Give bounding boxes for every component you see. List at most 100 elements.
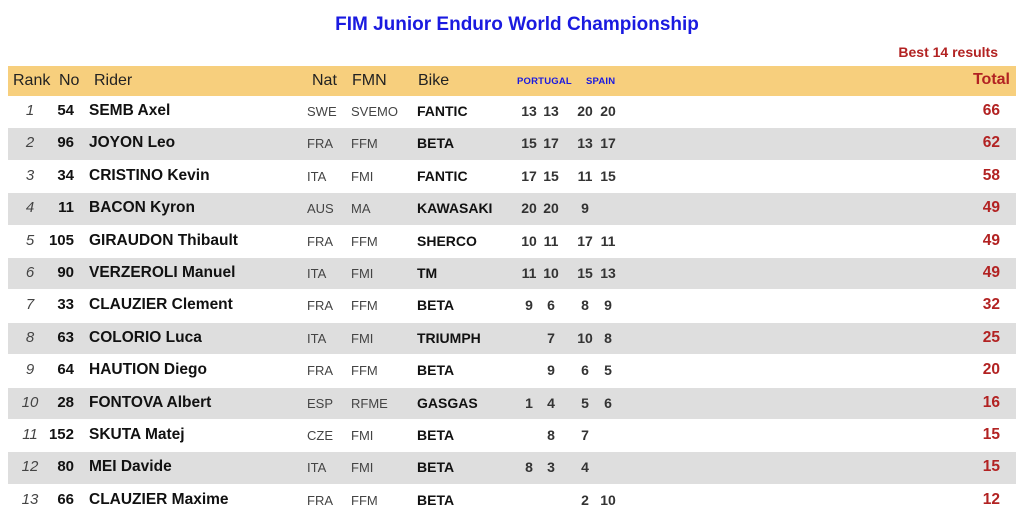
rider-name: SKUTA Matej (89, 425, 185, 443)
federation: RFME (351, 395, 388, 411)
header-fmn: FMN (352, 72, 387, 89)
spain-score-2: 6 (604, 394, 612, 411)
table-row: 7 33 CLAUZIER Clement FRA FFM BETA 9 6 8 9 32 (8, 290, 1016, 323)
rider-name: BACON Kyron (89, 199, 195, 217)
header-event-portugal: PORTUGAL (517, 76, 572, 87)
rider-number: 28 (57, 393, 74, 411)
federation: MA (351, 201, 371, 217)
bike-brand: BETA (417, 135, 455, 152)
nationality: ITA (307, 460, 327, 476)
total-points: 25 (982, 328, 1000, 346)
spain-score-1: 10 (577, 329, 593, 346)
portugal-score-2: 11 (543, 232, 559, 249)
portugal-score-2: 4 (547, 394, 555, 411)
header-nat: Nat (312, 72, 337, 89)
spain-score-1: 15 (577, 264, 593, 281)
spain-score-1: 11 (577, 167, 593, 184)
nationality: CZE (307, 427, 333, 443)
rank: 9 (25, 361, 35, 379)
federation: FMI (351, 168, 374, 184)
bike-brand: GASGAS (417, 394, 478, 411)
nationality: SWE (307, 104, 337, 119)
federation: FFM (351, 233, 378, 249)
portugal-score-2: 8 (547, 426, 555, 443)
rider-name: CRISTINO Kevin (89, 166, 210, 184)
portugal-score-1: 11 (521, 264, 537, 281)
rider-number: 66 (57, 490, 74, 508)
federation: FMI (351, 460, 374, 476)
rider-number: 105 (48, 231, 74, 249)
rank: 2 (25, 134, 35, 152)
standings-table: 1 54 SEMB Axel SWE SVEMO FANTIC 13 13 20 20 66 2 96 J… (8, 96, 1016, 517)
spain-score-1: 5 (581, 394, 589, 411)
portugal-score-1: 17 (521, 167, 537, 184)
rider-name: JOYON Leo (89, 134, 176, 152)
nationality: FRA (307, 136, 333, 152)
spain-score-1: 20 (577, 103, 593, 119)
nationality: FRA (307, 233, 333, 249)
portugal-score-1: 15 (521, 135, 537, 152)
bike-brand: BETA (417, 362, 455, 379)
total-points: 49 (982, 199, 1000, 217)
header-event-spain: SPAIN (586, 76, 616, 87)
total-points: 15 (982, 425, 1000, 443)
bike-brand: FANTIC (417, 103, 468, 119)
rider-name: VERZEROLI Manuel (89, 263, 236, 281)
table-row: 3 34 CRISTINO Kevin ITA FMI FANTIC 17 15 11 15 58 (8, 161, 1016, 194)
rank: 12 (21, 458, 39, 476)
federation: FMI (351, 330, 374, 346)
table-row: 1 54 SEMB Axel SWE SVEMO FANTIC 13 13 20 20 66 (8, 96, 1016, 129)
rider-number: 64 (57, 361, 74, 379)
page-title: FIM Junior Enduro World Championship (335, 14, 699, 35)
spain-score-2: 5 (604, 362, 612, 379)
rider-number: 90 (57, 263, 74, 281)
table-row: 2 96 JOYON Leo FRA FFM BETA 15 17 13 17 62 (8, 128, 1016, 161)
rider-name: GIRAUDON Thibault (89, 231, 238, 249)
rider-number: 34 (57, 166, 74, 184)
table-row: 5 105 GIRAUDON Thibault FRA FFM SHERCO 10 11 17 1… (8, 226, 1016, 258)
federation: FFM (351, 136, 378, 152)
portugal-score-2: 3 (547, 459, 555, 476)
total-points: 49 (982, 231, 1000, 249)
table-row: 10 28 FONTOVA Albert ESP RFME GASGAS 1 4 5 6 16 (8, 387, 1016, 420)
rider-name: FONTOVA Albert (89, 393, 212, 411)
rider-number: 80 (57, 458, 74, 476)
rank: 7 (25, 296, 35, 314)
bike-brand: BETA (417, 491, 455, 508)
spain-score-2: 15 (600, 167, 616, 184)
rider-name: COLORIO Luca (89, 328, 202, 346)
rank: 4 (25, 199, 35, 217)
portugal-score-2: 20 (543, 200, 559, 217)
table-row: 13 66 CLAUZIER Maxime FRA FFM BETA 2 10 12 (8, 485, 1016, 517)
spain-score-2: 13 (600, 264, 616, 281)
table-row: 4 11 BACON Kyron AUS MA KAWASAKI 20 20 9 49 (8, 193, 1016, 226)
total-points: 62 (982, 134, 1000, 152)
portugal-score-2: 7 (547, 329, 555, 346)
portugal-score-1: 1 (525, 394, 533, 411)
spain-score-1: 6 (581, 362, 589, 379)
bike-brand: FANTIC (417, 167, 468, 184)
nationality: FRA (307, 363, 333, 379)
table-header: Rank No Rider Nat FMN Bike PORTUGAL SPAI… (8, 66, 1016, 96)
rider-number: 152 (48, 425, 74, 443)
header-no: No (59, 72, 80, 89)
portugal-score-1: 13 (521, 103, 537, 119)
portugal-score-1: 9 (525, 297, 533, 314)
rider-name: SEMB Axel (89, 102, 171, 119)
total-points: 12 (982, 490, 1000, 508)
bike-brand: BETA (417, 297, 455, 314)
rider-number: 54 (57, 102, 74, 119)
total-points: 66 (982, 102, 1000, 119)
spain-score-2: 11 (600, 232, 616, 249)
table-row: 8 63 COLORIO Luca ITA FMI TRIUMPH 7 10 8 25 (8, 322, 1016, 356)
rank: 1 (25, 102, 35, 119)
header-rank: Rank (13, 72, 51, 89)
rank: 11 (22, 425, 38, 443)
total-points: 58 (982, 166, 1000, 184)
total-points: 49 (982, 263, 1000, 281)
portugal-score-2: 6 (547, 297, 555, 314)
portugal-score-2: 17 (543, 135, 559, 152)
spain-score-2: 17 (600, 135, 616, 152)
spain-score-1: 17 (577, 232, 593, 249)
rank: 3 (25, 166, 35, 184)
